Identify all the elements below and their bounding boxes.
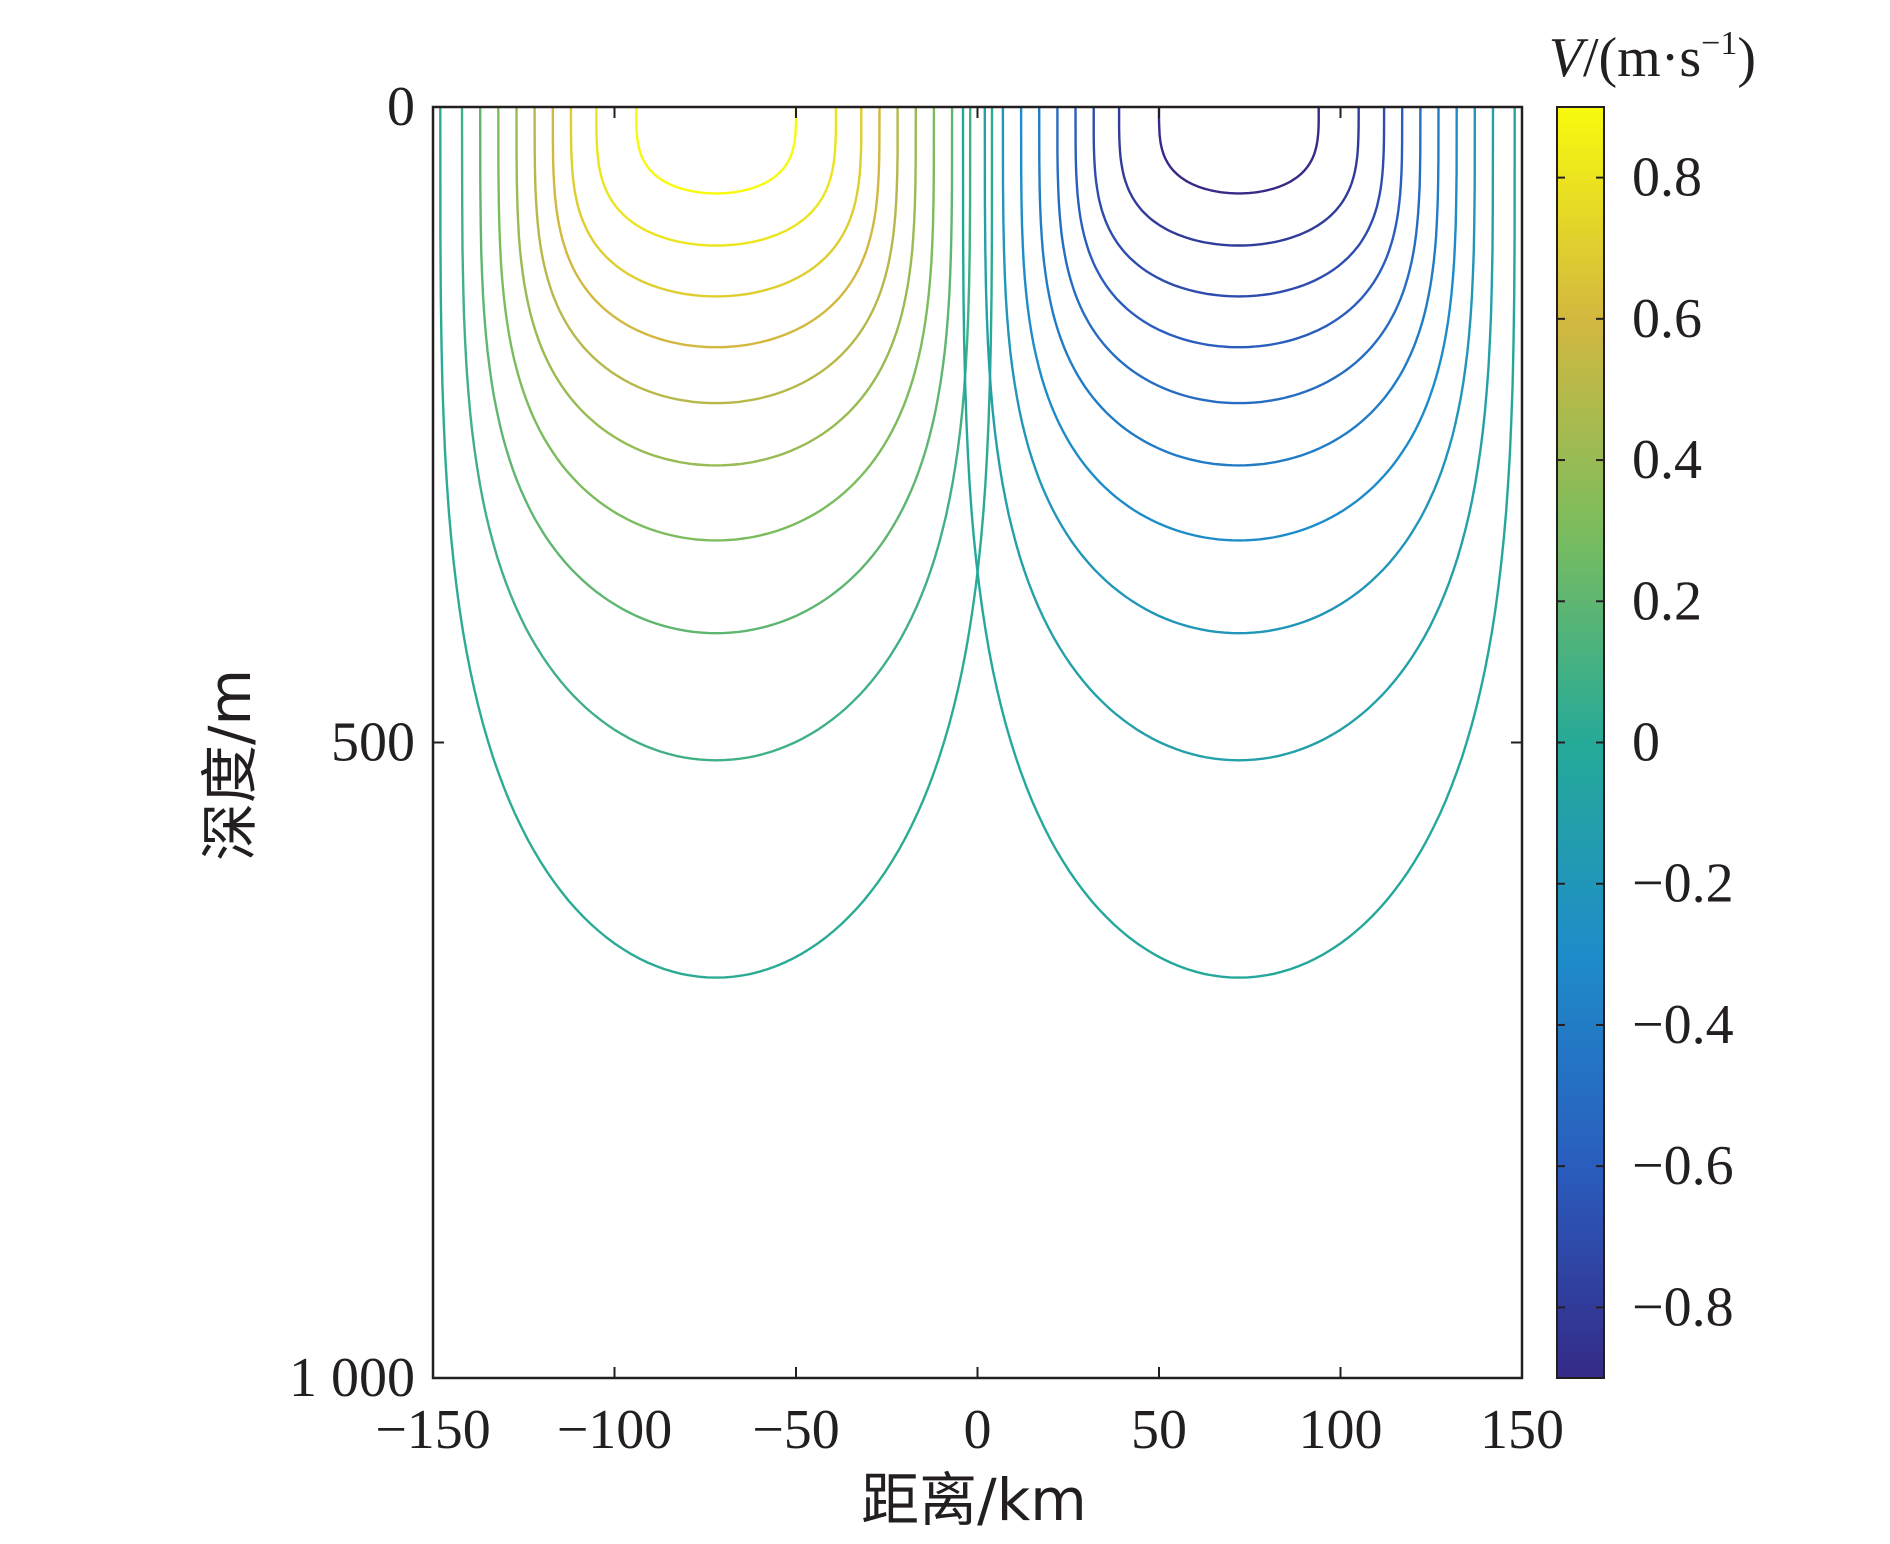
y-tick-label: 0 — [387, 76, 415, 138]
contour-pos-4 — [533, 106, 899, 405]
contour-pos-6 — [497, 106, 936, 542]
x-axis-title: 距离/km — [861, 1466, 1087, 1534]
contour-neg-5 — [1038, 106, 1440, 467]
contour-neg-8 — [983, 106, 1495, 762]
colorbar-tick-label: 0.8 — [1632, 147, 1702, 209]
axis-ticks — [432, 106, 1523, 1379]
contour-pos-5 — [515, 106, 917, 467]
x-tick-label: 50 — [1131, 1399, 1187, 1461]
contour-pos-0 — [635, 107, 798, 195]
contour-pos-9 — [439, 106, 994, 979]
contour-neg-9 — [961, 106, 1516, 979]
colorbar-tick-label: −0.6 — [1632, 1135, 1734, 1197]
contour-neg-6 — [1019, 106, 1458, 542]
contour-pos-3 — [551, 106, 881, 349]
colorbar-title-unit: /(m·s — [1583, 27, 1701, 89]
y-tick-label: 500 — [331, 712, 415, 774]
x-tick-label: 100 — [1299, 1399, 1383, 1461]
y-tick-label: 1 000 — [289, 1347, 415, 1409]
colorbar-title-var: V — [1549, 27, 1589, 89]
y-axis-title: 深度/m — [196, 669, 264, 861]
contour-neg-4 — [1056, 106, 1422, 405]
contour-lines — [439, 106, 1516, 979]
contour-neg-2 — [1092, 106, 1386, 298]
x-tick-label: −150 — [375, 1399, 491, 1461]
contour-pos-7 — [479, 106, 954, 635]
colorbar-ticks: 0.8 0.6 0.4 0.2 0 −0.2 −0.4 −0.6 −0.8 — [1557, 147, 1734, 1338]
colorbar-title-exp: −1 — [1701, 25, 1737, 62]
colorbar-title-close: ) — [1737, 27, 1756, 89]
colorbar-title: V/(m·s−1) — [1549, 25, 1756, 89]
contour-pos-1 — [595, 107, 838, 247]
x-tick-label: 150 — [1480, 1399, 1564, 1461]
x-tick-label: 0 — [964, 1399, 992, 1461]
contour-neg-0 — [1157, 107, 1320, 195]
y-tick-labels: 0 500 1 000 — [289, 76, 415, 1409]
colorbar-tick-label: −0.2 — [1632, 853, 1734, 915]
contour-pos-2 — [569, 106, 863, 298]
contour-neg-1 — [1117, 106, 1360, 247]
colorbar-tick-label: 0.6 — [1632, 288, 1702, 350]
x-tick-labels: −150 −100 −50 0 50 100 150 — [375, 1399, 1564, 1461]
colorbar-tick-label: 0.2 — [1632, 570, 1702, 632]
contour-neg-3 — [1074, 106, 1404, 349]
colorbar-tick-label: −0.8 — [1632, 1276, 1734, 1338]
plot-frame — [431, 105, 1524, 1380]
contour-pos-8 — [460, 106, 972, 762]
colorbar-tick-label: 0 — [1632, 712, 1660, 774]
x-tick-label: −50 — [752, 1399, 840, 1461]
x-tick-label: −100 — [557, 1399, 673, 1461]
colorbar-tick-label: −0.4 — [1632, 994, 1734, 1056]
contour-neg-7 — [1001, 106, 1476, 635]
colorbar-tick-label: 0.4 — [1632, 429, 1702, 491]
